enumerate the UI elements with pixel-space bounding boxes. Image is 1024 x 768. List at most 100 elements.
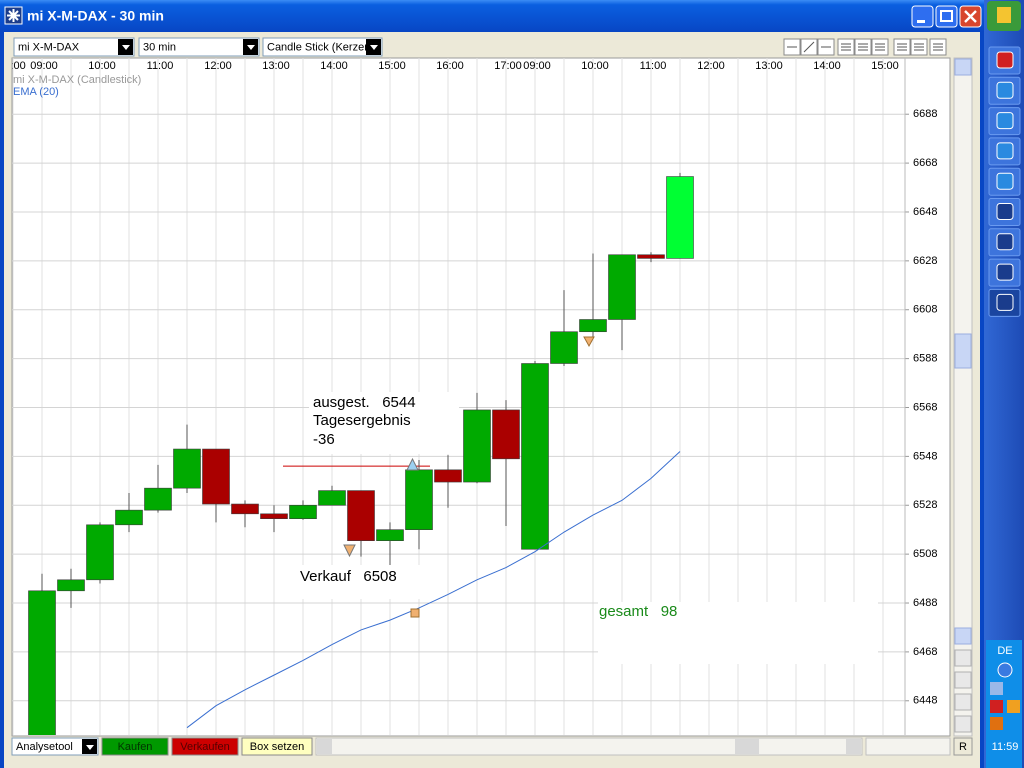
- toolbar-glyph: [875, 43, 885, 51]
- clock: 11:59: [992, 741, 1019, 753]
- h-scroll-right[interactable]: [846, 739, 861, 754]
- candle-body: [260, 513, 288, 520]
- tray-icon[interactable]: [1007, 700, 1020, 713]
- annotation-box: [297, 565, 420, 599]
- annotation-box: [309, 392, 459, 454]
- tool-select[interactable]: [11, 737, 99, 756]
- symbol-select-text: mi X-M-DAX: [18, 41, 80, 53]
- sell-button[interactable]: [171, 737, 239, 756]
- y-tick-label: 6548: [913, 450, 937, 462]
- toolbar-glyph: [897, 43, 907, 51]
- x-tick-label: 13:00: [262, 60, 290, 72]
- candle-body: [579, 319, 607, 333]
- series-label: EMA (20): [13, 86, 59, 98]
- x-tick-label: 14:00: [813, 60, 841, 72]
- box-button-text: Box setzen: [250, 741, 304, 753]
- x-tick-label: 17:00: [494, 60, 522, 72]
- candle-body: [405, 469, 433, 531]
- style-select-text: Candle Stick (Kerzen: [267, 41, 370, 53]
- y-tick-label: 6468: [913, 646, 937, 658]
- annotation: -36: [313, 431, 335, 448]
- reset-button[interactable]: [953, 737, 973, 756]
- y-tick-label: 6588: [913, 353, 937, 365]
- x-tick-label: 10:00: [88, 60, 116, 72]
- sell-marker: [343, 544, 356, 558]
- y-tick-label: 6488: [913, 597, 937, 609]
- v-scroll-thumb[interactable]: [954, 333, 972, 369]
- min-glyph: [917, 20, 925, 23]
- toolbar-glyph: [933, 43, 943, 51]
- x-tick-label: 14:00: [320, 60, 348, 72]
- x-labels: 7:00 09:00 10:00 11:00 12:00 13:00 14:00 15:00 1…: [4, 60, 899, 72]
- interval-select-arrow-glyph: [247, 45, 255, 50]
- tray-icon[interactable]: [990, 700, 1003, 713]
- y-tick-label: 6508: [913, 548, 937, 560]
- toolbar-glyph: [803, 41, 815, 53]
- annotation: gesamt 98: [599, 603, 677, 620]
- style-select[interactable]: [262, 37, 383, 57]
- close-glyph: [964, 10, 977, 23]
- y-tick-label: 6648: [913, 206, 937, 218]
- zoom-button[interactable]: [954, 671, 972, 689]
- toolbar-glyph: [858, 43, 868, 51]
- candle-body: [550, 331, 578, 364]
- y-tick-label: 6668: [913, 157, 937, 169]
- x-tick-label: 15:00: [871, 60, 899, 72]
- window-max-button[interactable]: [935, 5, 958, 28]
- annotation-box: [598, 602, 878, 664]
- task-icon: [996, 172, 1014, 190]
- buy-button[interactable]: [101, 737, 169, 756]
- language: DE: [997, 645, 1012, 657]
- interval-select[interactable]: [138, 37, 260, 57]
- zoom-button[interactable]: [954, 715, 972, 733]
- y-tick-label: 6688: [913, 108, 937, 120]
- window-min-button[interactable]: [911, 5, 934, 28]
- y-tick-label: 6568: [913, 401, 937, 413]
- symbol-select[interactable]: [13, 37, 135, 57]
- y-tick-label: 6528: [913, 499, 937, 511]
- x-tick-label: 09:00: [523, 60, 551, 72]
- task-icon: [996, 142, 1014, 160]
- task-icon: [996, 112, 1014, 130]
- y-tick-label: 6608: [913, 304, 937, 316]
- tray-icon[interactable]: [990, 682, 1003, 695]
- h-zoom-track[interactable]: [865, 737, 951, 756]
- x-tick-label: 13:00: [755, 60, 783, 72]
- x-tick-label: 7:00: [4, 60, 25, 72]
- tool-arrow-glyph: [86, 745, 94, 750]
- candle-body: [463, 409, 491, 483]
- x-tick-label: 15:00: [378, 60, 406, 72]
- candle-body: [202, 448, 230, 505]
- annotation: Verkauf 6508: [300, 568, 397, 585]
- task-icon: [996, 263, 1014, 281]
- ema-line: [186, 451, 681, 729]
- signal-square: [410, 608, 420, 618]
- candle-body: [318, 490, 346, 506]
- candle-body: [289, 504, 317, 520]
- h-scroll-left[interactable]: [317, 739, 332, 754]
- toolbar-glyph: [914, 43, 924, 51]
- task-icon: [996, 203, 1014, 220]
- x-tick-label: 12:00: [204, 60, 232, 72]
- x-tick-label: 09:00: [30, 60, 58, 72]
- v-scroll-up[interactable]: [954, 58, 972, 76]
- zoom-button[interactable]: [954, 649, 972, 667]
- candle-body: [57, 579, 85, 592]
- tray-icon[interactable]: [990, 717, 1003, 730]
- tray-icon[interactable]: [997, 662, 1013, 678]
- x-tick-label: 12:00: [697, 60, 725, 72]
- y-tick-label: 6448: [913, 695, 937, 707]
- v-scroll-down[interactable]: [954, 627, 972, 645]
- annotation: ausgest. 6544: [313, 394, 416, 411]
- y-tick-label: 6628: [913, 255, 937, 267]
- h-scroll-thumb[interactable]: [735, 739, 759, 754]
- candle-body: [86, 524, 114, 581]
- tool-select-text: Analysetool: [16, 741, 73, 753]
- candle-body: [144, 487, 172, 511]
- symbol-select-arrow-glyph: [122, 45, 130, 50]
- box-button[interactable]: [241, 737, 313, 756]
- task-icon: [996, 233, 1014, 251]
- zoom-button[interactable]: [954, 693, 972, 711]
